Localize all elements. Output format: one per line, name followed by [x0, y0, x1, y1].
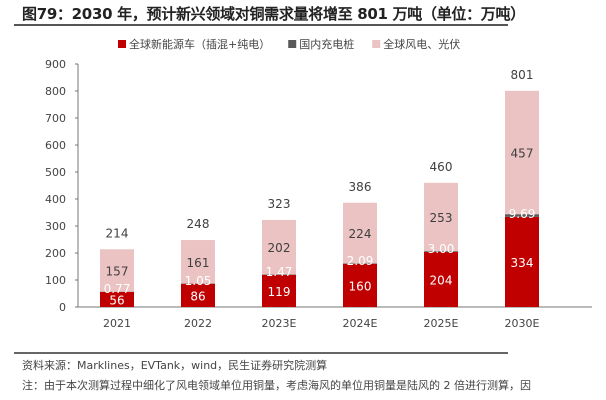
- data-label: 1.47: [266, 265, 293, 279]
- data-label: 0.77: [104, 282, 131, 296]
- bar-segment: [505, 214, 539, 217]
- total-label: 248: [187, 217, 210, 231]
- chart-title: 图79：2030 年，预计新兴领域对铜需求量将增至 801 万吨（单位：万吨）: [22, 5, 525, 23]
- bar-segment: [424, 251, 458, 307]
- total-label: 801: [511, 68, 534, 82]
- x-tick-label: 2024E: [343, 317, 378, 330]
- bar-segment: [181, 283, 215, 307]
- data-label: 2.09: [347, 254, 374, 268]
- y-tick-label: 100: [45, 274, 66, 287]
- data-label: 9.69: [509, 207, 536, 221]
- data-label: 161: [187, 256, 210, 270]
- x-tick-label: 2022: [184, 317, 212, 330]
- bar-segment: [424, 251, 458, 252]
- data-label: 56: [109, 293, 124, 307]
- bar-segment: [505, 216, 539, 307]
- total-label: 386: [349, 180, 372, 194]
- y-tick-label: 200: [45, 247, 66, 260]
- bar-segment: [100, 291, 134, 307]
- y-tick-label: 800: [45, 85, 66, 98]
- title-divider: [14, 24, 508, 26]
- data-label: 3.00: [428, 242, 455, 256]
- y-tick-label: 700: [45, 112, 66, 125]
- data-label: 86: [190, 289, 205, 303]
- legend-label: 国内充电桩: [299, 37, 354, 51]
- data-label: 457: [511, 147, 534, 161]
- total-label: 214: [106, 226, 129, 240]
- x-tick-label: 2030E: [505, 317, 540, 330]
- y-tick-label: 900: [45, 58, 66, 71]
- total-label: 323: [268, 197, 291, 211]
- data-label: 204: [430, 273, 453, 287]
- bar-segment: [181, 240, 215, 284]
- y-tick-label: 600: [45, 139, 66, 152]
- legend-label: 全球新能源车（插混+纯电）: [129, 37, 270, 51]
- legend-swatch: [118, 40, 126, 48]
- data-label: 334: [511, 256, 534, 270]
- legend-swatch: [288, 40, 297, 48]
- data-label: 224: [349, 227, 372, 241]
- stacked-bar-chart: 全球新能源车（插混+纯电） 国内充电桩 全球风电、光伏 0 100 200 300 400 50…: [45, 37, 592, 330]
- data-label: 1.05: [185, 274, 212, 288]
- data-label: 160: [349, 279, 372, 293]
- x-tick-label: 2025E: [424, 317, 459, 330]
- bar-segment: [424, 182, 458, 252]
- bar-segment: [505, 90, 539, 215]
- data-label: 253: [430, 211, 453, 225]
- bar-segment: [262, 274, 296, 307]
- bar-segment: [100, 249, 134, 292]
- source-note: 资料来源：Marklines，EVTank，wind，民生证券研究院测算: [22, 359, 328, 372]
- data-label: 157: [106, 264, 129, 278]
- y-tick-label: 0: [59, 301, 66, 314]
- y-tick-label: 500: [45, 166, 66, 179]
- bar-segment: [343, 202, 377, 264]
- footnote: 注：由于本次测算过程中细化了风电领域单位用铜量，考虑海风的单位用铜量是陆风的 2…: [22, 379, 531, 392]
- bar-segment: [262, 219, 296, 275]
- x-tick-label: 2023E: [262, 317, 297, 330]
- data-label: 119: [268, 285, 291, 299]
- data-label: 202: [268, 241, 291, 255]
- y-tick-label: 400: [45, 193, 66, 206]
- legend-label: 全球风电、光伏: [383, 37, 460, 51]
- footer-divider: [14, 352, 508, 354]
- total-label: 460: [430, 160, 453, 174]
- bar-segment: [343, 263, 377, 264]
- x-tick-label: 2021: [103, 317, 131, 330]
- bar-segment: [343, 263, 377, 307]
- legend-swatch: [372, 40, 381, 48]
- y-tick-label: 300: [45, 220, 66, 233]
